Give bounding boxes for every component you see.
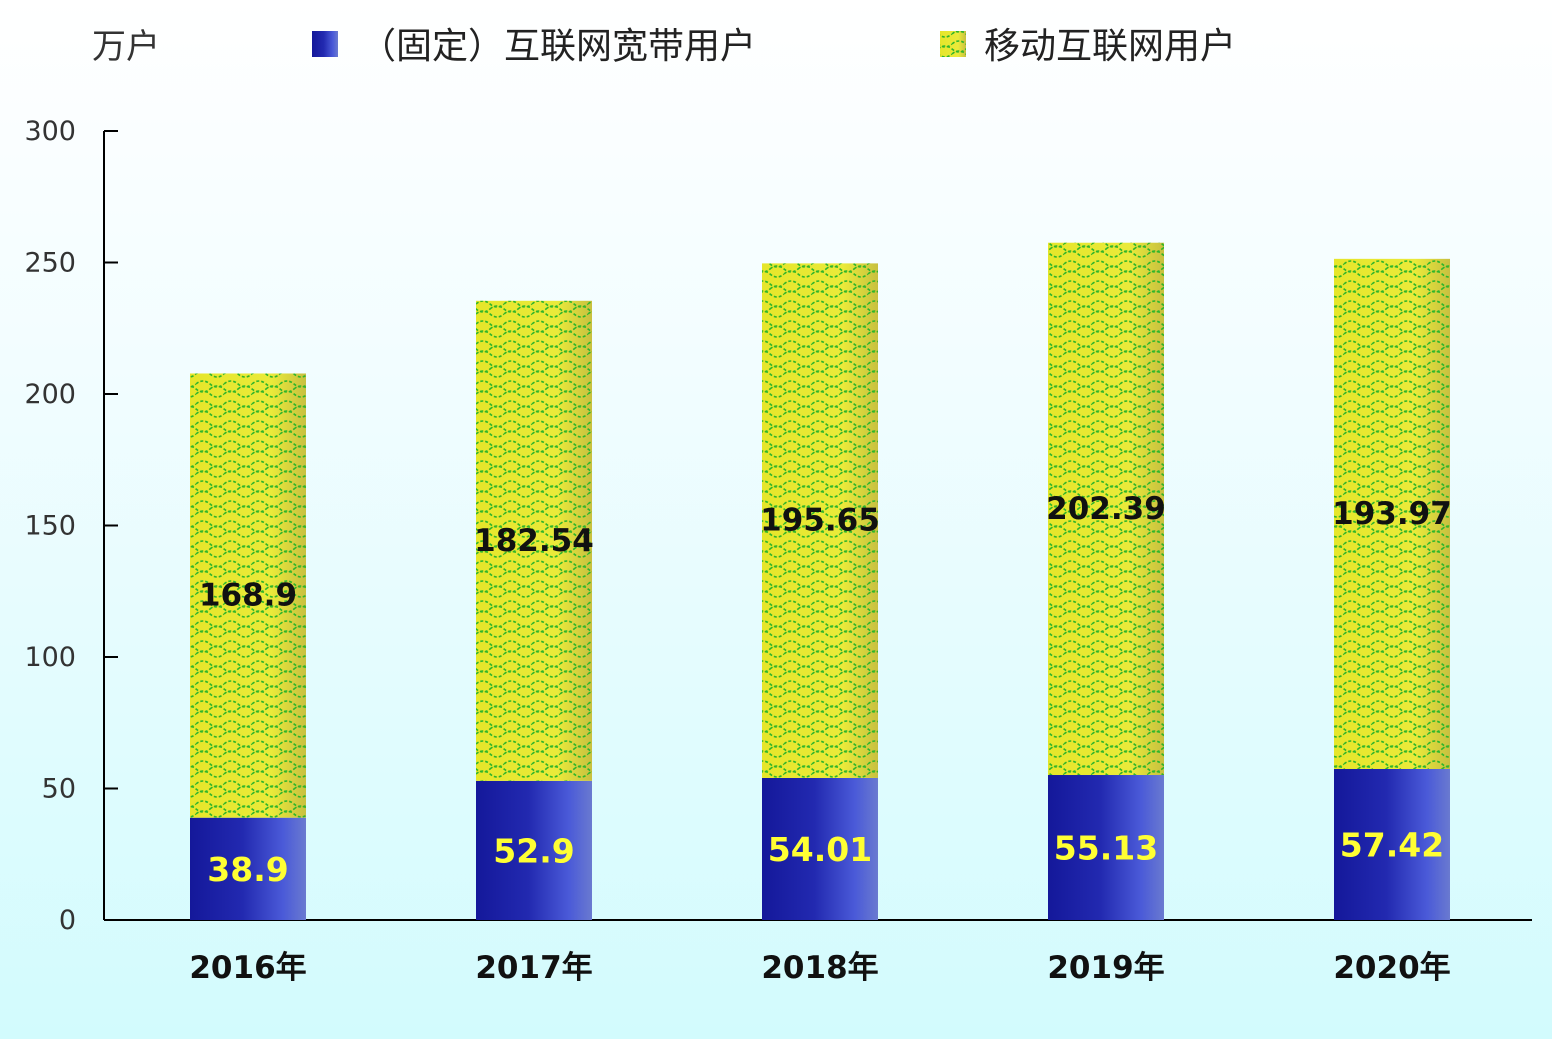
legend-swatch-fixed-broadband — [312, 31, 338, 57]
x-category-label: 2016年 — [189, 950, 306, 986]
bar-fixed-broadband — [1334, 768, 1450, 920]
x-category-label: 2017年 — [475, 950, 592, 986]
bar-fixed-broadband — [476, 780, 592, 920]
data-label-mobile-internet: 182.54 — [474, 523, 594, 559]
bar-mobile-internet-pattern — [762, 263, 878, 778]
bar-mobile-internet-pattern — [476, 300, 592, 781]
data-label-fixed-broadband: 55.13 — [1054, 829, 1158, 868]
data-label-fixed-broadband: 57.42 — [1340, 825, 1444, 864]
x-axis-labels: 2016年 2017年 2018年 2019年 2020年 — [189, 950, 1450, 986]
x-category-label: 2019年 — [1047, 950, 1164, 986]
legend-label-fixed-broadband: （固定）互联网宽带用户 — [360, 26, 756, 67]
bar-mobile-internet-pattern — [190, 373, 306, 818]
y-tick-label: 0 — [59, 905, 76, 936]
bar-fixed-broadband — [762, 777, 878, 920]
y-tick-label: 250 — [24, 248, 76, 279]
x-category-label: 2020年 — [1333, 950, 1450, 986]
bar-fixed-broadband — [190, 817, 306, 920]
y-unit-label: 万户 — [92, 27, 160, 67]
x-category-label: 2018年 — [761, 950, 878, 986]
legend-swatch-mobile-pattern — [940, 31, 966, 57]
y-tick-label: 100 — [24, 642, 76, 673]
data-label-mobile-internet: 168.9 — [199, 578, 297, 614]
y-tick-label: 50 — [42, 774, 76, 805]
legend: （固定）互联网宽带用户 移动互联网用户 — [312, 26, 1236, 67]
y-tick-label: 200 — [24, 379, 76, 410]
y-axis-ticks: 0 50 100 150 200 250 300 — [24, 116, 118, 936]
data-label-mobile-internet: 202.39 — [1046, 491, 1166, 527]
y-tick-label: 150 — [24, 511, 76, 542]
bars: 38.9 168.9 52.9 182.54 54.01 195.65 55.13 202.3… — [190, 242, 1452, 920]
y-tick-label: 300 — [24, 116, 76, 147]
bar-mobile-internet-pattern — [1048, 242, 1164, 776]
data-label-mobile-internet: 193.97 — [1332, 496, 1452, 532]
data-label-mobile-internet: 195.65 — [760, 503, 880, 539]
bar-mobile-internet-pattern — [1334, 258, 1450, 769]
data-label-fixed-broadband: 54.01 — [768, 830, 872, 869]
data-label-fixed-broadband: 52.9 — [493, 831, 574, 870]
bar-fixed-broadband — [1048, 775, 1164, 920]
legend-label-mobile-internet: 移动互联网用户 — [984, 26, 1236, 67]
data-label-fixed-broadband: 38.9 — [207, 850, 288, 889]
